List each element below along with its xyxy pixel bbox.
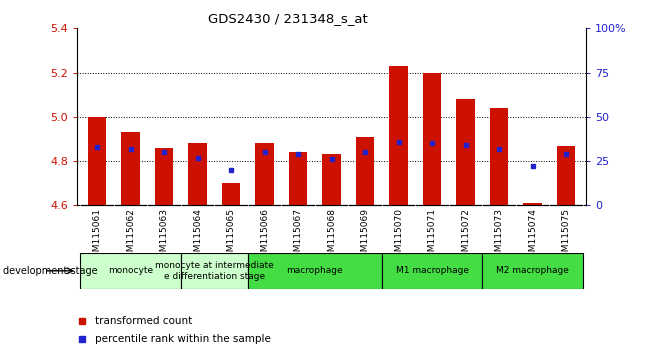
Text: GSM115062: GSM115062 (126, 208, 135, 263)
Bar (181, 253, 248, 289)
Text: GSM115068: GSM115068 (327, 208, 336, 263)
Text: monocyte at intermediate
e differentiation stage: monocyte at intermediate e differentiati… (155, 261, 274, 280)
Bar (482, 253, 583, 289)
Bar (121, 132, 140, 205)
Text: GSM115069: GSM115069 (360, 208, 370, 263)
Text: monocyte: monocyte (108, 266, 153, 275)
Text: M2 macrophage: M2 macrophage (496, 266, 569, 275)
Bar (423, 73, 442, 205)
Text: GSM115067: GSM115067 (293, 208, 303, 263)
Text: GSM115070: GSM115070 (394, 208, 403, 263)
Bar (289, 152, 308, 205)
Bar (382, 253, 482, 289)
Bar (222, 183, 241, 205)
Text: development stage: development stage (3, 266, 98, 276)
Text: macrophage: macrophage (287, 266, 343, 275)
Text: percentile rank within the sample: percentile rank within the sample (95, 334, 271, 344)
Text: GSM115072: GSM115072 (461, 208, 470, 263)
Bar (490, 108, 509, 205)
Text: GSM115074: GSM115074 (528, 208, 537, 263)
Bar (88, 117, 107, 205)
Bar (557, 145, 576, 205)
Text: GSM115061: GSM115061 (92, 208, 102, 263)
Text: GSM115075: GSM115075 (561, 208, 571, 263)
Bar (80, 253, 181, 289)
Text: GDS2430 / 231348_s_at: GDS2430 / 231348_s_at (208, 12, 368, 25)
Text: GSM115066: GSM115066 (260, 208, 269, 263)
Bar (356, 137, 375, 205)
Text: transformed count: transformed count (95, 316, 192, 326)
Bar (255, 143, 274, 205)
Text: M1 macrophage: M1 macrophage (396, 266, 468, 275)
Text: GSM115065: GSM115065 (226, 208, 236, 263)
Bar (322, 154, 341, 205)
Text: GSM115071: GSM115071 (427, 208, 437, 263)
Text: GSM115073: GSM115073 (494, 208, 504, 263)
Bar (248, 253, 382, 289)
Bar (155, 148, 174, 205)
Bar (523, 203, 542, 205)
Text: GSM115064: GSM115064 (193, 208, 202, 263)
Text: GSM115063: GSM115063 (159, 208, 169, 263)
Bar (456, 99, 475, 205)
Bar (188, 143, 207, 205)
Bar (389, 66, 408, 205)
